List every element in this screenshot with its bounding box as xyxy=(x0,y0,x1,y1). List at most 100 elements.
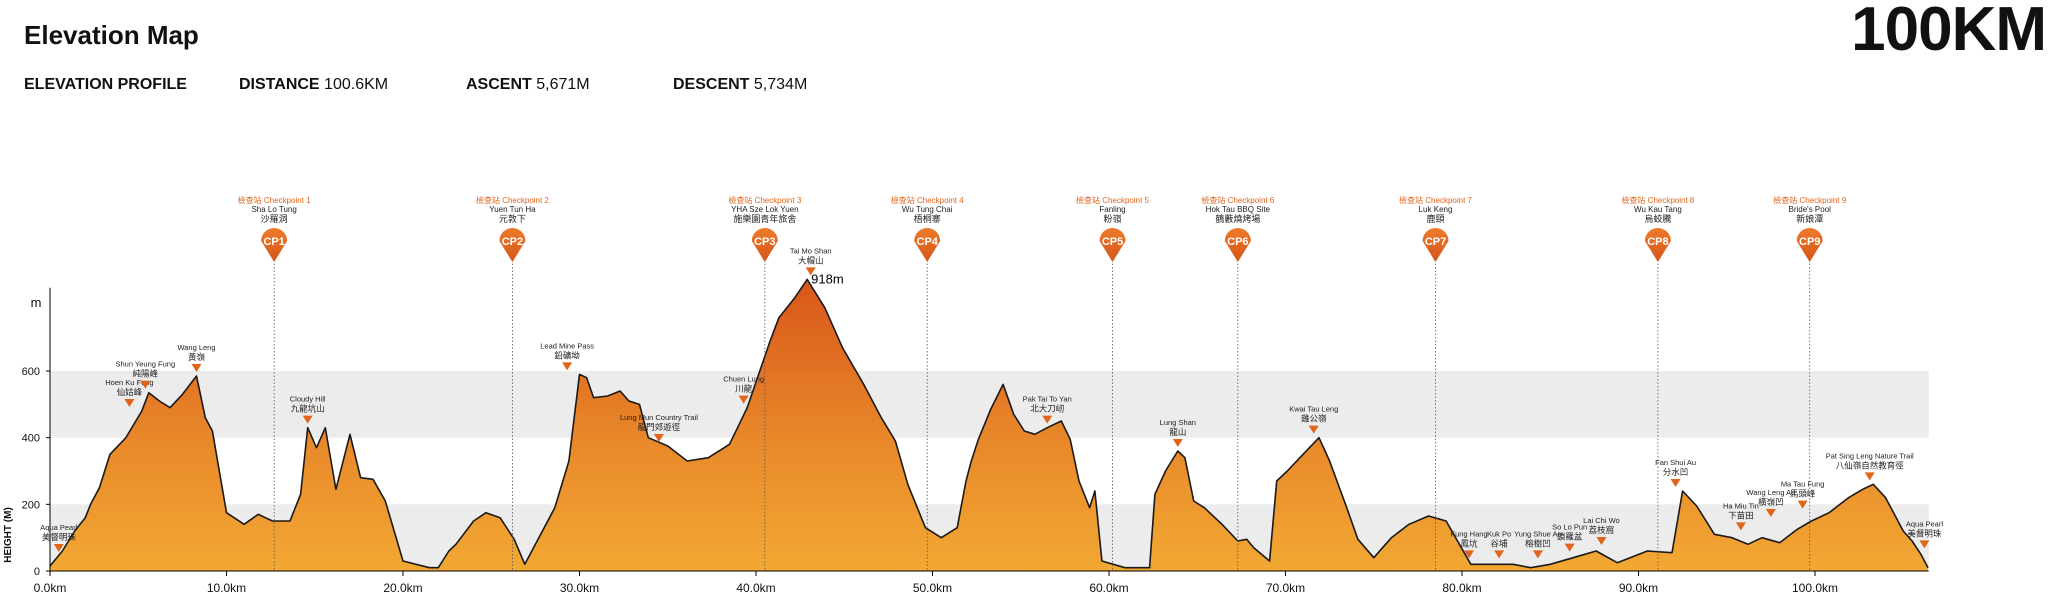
landmark-marker-icon xyxy=(1596,537,1607,546)
landmark-name-zh: 雞公嶺 xyxy=(1301,414,1327,424)
landmark-name-en: Pak Tai To Yan xyxy=(1023,395,1072,404)
landmark-marker-icon xyxy=(1919,540,1930,549)
checkpoint-name-zh: 鹿頸 xyxy=(1427,213,1445,224)
descent-label: DESCENT xyxy=(673,76,750,93)
landmark-name-zh: 黃嶺 xyxy=(188,352,206,362)
race-distance-badge: 100KM xyxy=(1851,0,2047,64)
landmark-name-en: Fan Shui Au xyxy=(1655,458,1696,467)
landmark-marker-icon xyxy=(191,364,202,373)
landmark-marker-icon xyxy=(562,362,573,371)
checkpoint-id: CP4 xyxy=(917,236,939,248)
elevation-profile-heading: ELEVATION PROFILE xyxy=(24,76,187,94)
landmark-name-en: Lead Mine Pass xyxy=(540,341,594,350)
landmark-name-zh: 鉛礦坳 xyxy=(554,350,580,360)
x-tick-label-8: 80.0km xyxy=(1442,581,1481,595)
x-tick-label-6: 60.0km xyxy=(1089,581,1128,595)
elevation-profile-label: ELEVATION PROFILE xyxy=(24,76,187,93)
checkpoint-name-zh: 鶴藪燒烤場 xyxy=(1215,213,1260,224)
checkpoint-label: 檢查站 Checkpoint 1 xyxy=(238,195,311,205)
checkpoint-name-zh: 元敦下 xyxy=(499,213,526,224)
x-tick-label-4: 40.0km xyxy=(736,581,775,595)
checkpoint-pin-icon xyxy=(1644,228,1671,262)
checkpoint-id: CP9 xyxy=(1799,236,1820,248)
landmark-name-en: Ha Miu Tin xyxy=(1723,501,1759,510)
landmark-name-zh: 北大刀屻 xyxy=(1030,404,1064,414)
distance-value: 100.6KM xyxy=(324,76,389,93)
y-tick-label-3: 600 xyxy=(22,366,40,378)
checkpoint-name-en: Sha Lo Tung xyxy=(251,205,296,214)
landmark-name-en: Kwai Tau Leng xyxy=(1289,405,1338,414)
elevation-line xyxy=(49,278,1929,569)
x-tick-label-9: 90.0km xyxy=(1619,581,1658,595)
x-tick-label-3: 30.0km xyxy=(560,581,599,595)
checkpoint-label: 檢查站 Checkpoint 2 xyxy=(476,195,549,205)
checkpoint-label: 檢查站 Checkpoint 8 xyxy=(1621,195,1694,205)
landmark-name-zh: 橫嶺凹 xyxy=(1758,497,1784,507)
checkpoint-pin-icon xyxy=(499,228,526,262)
landmark-name-en: Shun Yeung Fung xyxy=(115,360,175,369)
checkpoint-id: CP6 xyxy=(1227,236,1248,248)
landmark-name-en: Wang Leng xyxy=(177,343,215,352)
landmark-name-zh: 分水凹 xyxy=(1663,467,1689,477)
landmark-name-en: So Lo Pun xyxy=(1552,523,1587,532)
landmark-name-en: Lai Chi Wo xyxy=(1583,516,1620,525)
landmark-marker-icon xyxy=(1464,550,1475,559)
landmark-name-en: Chuen Lung xyxy=(723,375,764,384)
landmark-name-zh: 馬頭峰 xyxy=(1790,489,1816,499)
landmark-name-zh: 下苗田 xyxy=(1728,510,1754,520)
x-tick-label-5: 50.0km xyxy=(913,581,952,595)
checkpoint-label: 檢查站 Checkpoint 9 xyxy=(1773,195,1846,205)
landmark-marker-icon xyxy=(1564,543,1575,552)
checkpoint-name-en: Wu Kau Tang xyxy=(1634,205,1682,214)
page-title: Elevation Map xyxy=(24,20,199,50)
checkpoint-pin-icon xyxy=(1796,228,1823,262)
landmark-name-en: Lung Shan xyxy=(1160,418,1196,427)
checkpoint-label: 檢查站 Checkpoint 4 xyxy=(891,195,964,205)
landmark-marker-icon xyxy=(805,267,816,276)
landmark-marker-icon xyxy=(1864,472,1875,481)
landmark-name-zh: 龍門郊遊徑 xyxy=(638,422,681,432)
landmark-marker-icon xyxy=(1765,509,1776,518)
landmark-marker-icon xyxy=(1308,425,1319,434)
distance-stat: DISTANCE 100.6KM xyxy=(239,76,388,94)
checkpoint-id: CP7 xyxy=(1425,236,1446,248)
checkpoint-name-zh: 梧桐寨 xyxy=(914,213,941,224)
y-tick-label-0: 0 xyxy=(34,566,40,578)
landmark-name-en: Lung Mun Country Trail xyxy=(620,413,698,422)
y-tick-label-2: 400 xyxy=(22,433,40,445)
x-tick-label-1: 10.0km xyxy=(207,581,246,595)
y-unit-label: m xyxy=(31,295,42,310)
checkpoint-pin-icon xyxy=(1224,228,1251,262)
checkpoint-name-en: Luk Keng xyxy=(1419,205,1453,214)
x-tick-label-0: 0.0km xyxy=(34,581,67,595)
checkpoint-name-zh: 沙羅洞 xyxy=(261,214,288,224)
landmark-name-en: Wang Leng Au xyxy=(1746,488,1795,497)
landmark-name-zh: 龍山 xyxy=(1169,427,1186,437)
landmark-marker-icon xyxy=(1172,439,1183,448)
checkpoint-pin-icon xyxy=(1422,228,1449,262)
checkpoint-id: CP5 xyxy=(1102,236,1123,248)
distance-label: DISTANCE xyxy=(239,76,320,93)
checkpoint-id: CP2 xyxy=(502,236,523,248)
